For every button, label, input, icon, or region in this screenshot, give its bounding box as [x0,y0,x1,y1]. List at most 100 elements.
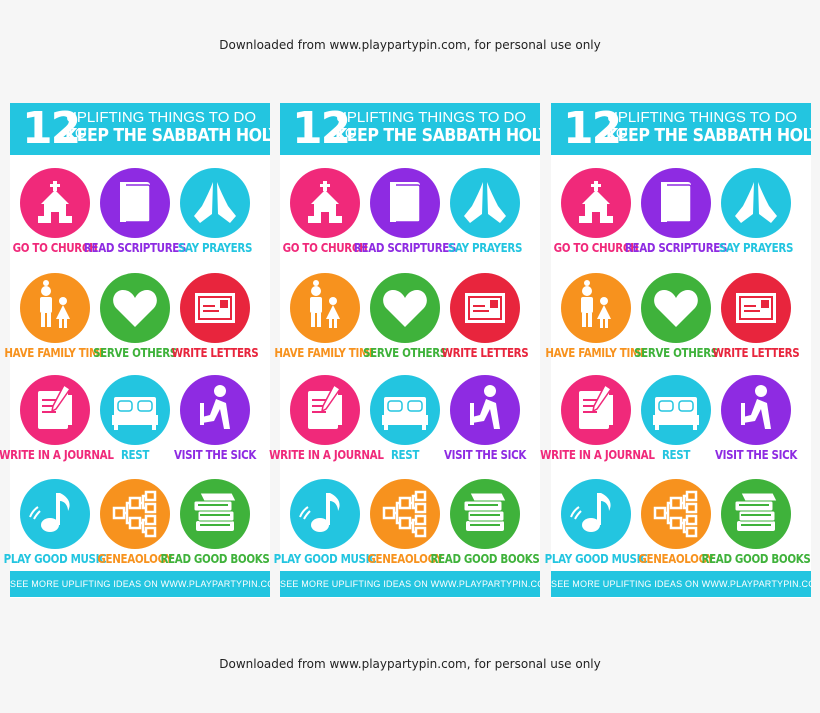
book-stack-icon [450,479,520,549]
activity-label: REST [390,448,420,462]
card-footer: SEE MORE UPLIFTING IDEAS ON WWW.PLAYPART… [551,571,811,597]
activity-label: PLAY GOOD MUSIC [544,552,648,566]
activity-label: SERVE OTHERS [634,346,718,360]
activity-label: VISIT THE SICK [173,448,257,462]
activity-item: WRITE LETTERS [711,273,801,363]
bed-icon [641,375,711,445]
kneeling-person-icon [721,375,791,445]
activity-label: WRITE LETTERS [441,346,529,360]
card-title-line2: KEEP THE SABBATH HOLY [335,125,540,146]
envelope-icon [180,273,250,343]
activity-item: READ SCRIPTURES [84,168,186,258]
activity-label: READ GOOD BOOKS [430,552,540,566]
activity-label: READ SCRIPTURES [624,241,728,255]
activity-label: GENEAOLOGY [638,552,714,566]
card-number: 12 [292,103,351,154]
music-note-icon [20,479,90,549]
activity-item: REST [90,375,180,465]
activity-item: GENEAOLOGY [90,479,180,569]
activity-label: READ GOOD BOOKS [701,552,811,566]
activity-label: REST [661,448,691,462]
activity-label: SAY PRAYERS [718,241,794,255]
activity-item: REST [360,375,450,465]
activity-label: WRITE LETTERS [712,346,800,360]
card-footer: SEE MORE UPLIFTING IDEAS ON WWW.PLAYPART… [280,571,540,597]
book-stack-icon [180,479,250,549]
activity-item: VISIT THE SICK [170,375,260,465]
activity-item: GO TO CHURCH [551,168,641,258]
family-icon [20,273,90,343]
activity-item: GENEAOLOGY [631,479,721,569]
activity-item: VISIT THE SICK [440,375,530,465]
activity-item: HAVE FAMILY TIME [545,273,647,363]
envelope-icon [450,273,520,343]
church-icon [290,168,360,238]
church-icon [20,168,90,238]
family-tree-icon [370,479,440,549]
card-title-line1: UPLIFTING THINGS TO DO TO [607,109,798,142]
activity-item: WRITE IN A JOURNAL [540,375,655,465]
activity-item: WRITE LETTERS [170,273,260,363]
activity-label: HAVE FAMILY TIME [274,346,376,360]
activity-item: READ SCRIPTURES [354,168,456,258]
activity-label: VISIT THE SICK [443,448,527,462]
activity-item: SERVE OTHERS [631,273,721,363]
activity-label: WRITE IN A JOURNAL [0,448,114,462]
sabbath-card-1: 12 UPLIFTING THINGS TO DO TO KEEP THE SABB… [0,103,270,598]
book-stack-icon [721,479,791,549]
heart-icon [370,273,440,343]
activity-item: READ GOOD BOOKS [701,479,811,569]
church-icon [561,168,631,238]
activity-label: READ SCRIPTURES [353,241,457,255]
download-notice-bottom: Downloaded from www.playpartypin.com, fo… [219,657,601,671]
activity-item: VISIT THE SICK [711,375,801,465]
activity-label: PLAY GOOD MUSIC [3,552,107,566]
activity-label: SAY PRAYERS [447,241,523,255]
activity-label: PLAY GOOD MUSIC [273,552,377,566]
praying-hands-icon [721,168,791,238]
family-tree-icon [641,479,711,549]
journal-icon [290,375,360,445]
sabbath-card-3: 12 UPLIFTING THINGS TO DO TO KEEP THE SABB… [540,103,811,598]
download-notice-top: Downloaded from www.playpartypin.com, fo… [219,38,601,52]
book-icon [100,168,170,238]
activity-item: READ GOOD BOOKS [160,479,270,569]
activity-item: PLAY GOOD MUSIC [4,479,107,569]
activity-item: SAY PRAYERS [170,168,260,258]
praying-hands-icon [450,168,520,238]
music-note-icon [561,479,631,549]
card-header: 12 UPLIFTING THINGS TO DO TO KEEP THE SABB… [551,103,811,155]
activity-label: READ GOOD BOOKS [160,552,270,566]
bed-icon [100,375,170,445]
activity-item: PLAY GOOD MUSIC [274,479,377,569]
book-icon [641,168,711,238]
card-title-line2: KEEP THE SABBATH HOLY [65,125,270,146]
bed-icon [370,375,440,445]
music-note-icon [290,479,360,549]
activity-label: GO TO CHURCH [553,241,639,255]
card-title-line2: KEEP THE SABBATH HOLY [606,125,811,146]
activity-label: VISIT THE SICK [714,448,798,462]
card-number: 12 [22,103,81,154]
activity-label: READ SCRIPTURES [83,241,187,255]
card-title-line1: UPLIFTING THINGS TO DO TO [336,109,527,142]
card-header: 12 UPLIFTING THINGS TO DO TO KEEP THE SABB… [280,103,540,155]
activity-item: PLAY GOOD MUSIC [545,479,648,569]
kneeling-person-icon [180,375,250,445]
activity-label: GENEAOLOGY [97,552,173,566]
envelope-icon [721,273,791,343]
heart-icon [100,273,170,343]
activity-label: SERVE OTHERS [363,346,447,360]
activity-label: GO TO CHURCH [282,241,368,255]
book-icon [370,168,440,238]
card-title-line1: UPLIFTING THINGS TO DO TO [66,109,257,142]
activity-item: SAY PRAYERS [711,168,801,258]
kneeling-person-icon [450,375,520,445]
activity-label: WRITE LETTERS [171,346,259,360]
activity-item: HAVE FAMILY TIME [4,273,106,363]
journal-icon [20,375,90,445]
journal-icon [561,375,631,445]
activity-item: SAY PRAYERS [440,168,530,258]
praying-hands-icon [180,168,250,238]
activity-label: HAVE FAMILY TIME [4,346,106,360]
